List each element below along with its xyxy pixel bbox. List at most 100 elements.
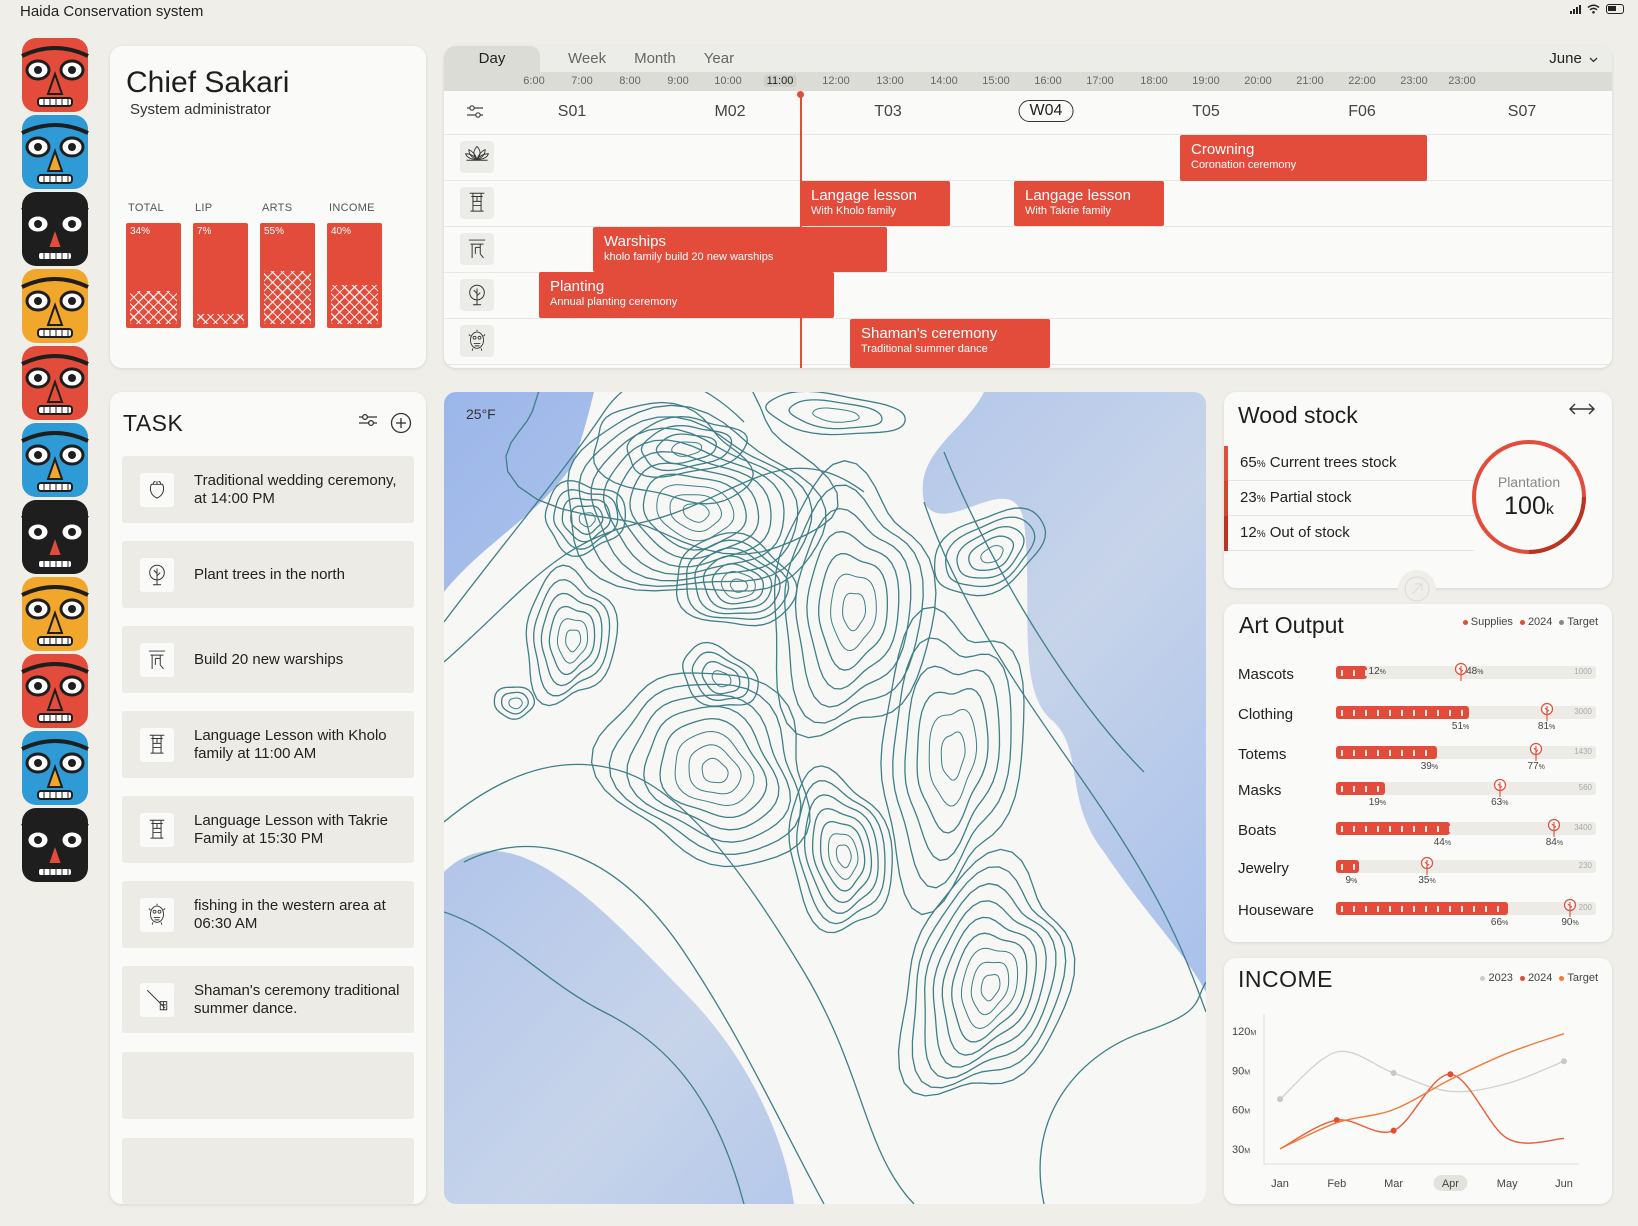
stat-label: TOTAL bbox=[128, 202, 164, 214]
x-tick-apr[interactable]: Apr bbox=[1442, 1178, 1459, 1190]
task-item[interactable]: Shaman's ceremony traditional summer dan… bbox=[122, 966, 414, 1033]
hour-tick: 17:00 bbox=[1086, 75, 1114, 87]
arrow-up-right-icon[interactable] bbox=[1396, 568, 1438, 610]
task-icon-box bbox=[140, 643, 174, 677]
day-f06[interactable]: F06 bbox=[1348, 103, 1376, 120]
hour-tick: 13:00 bbox=[876, 75, 904, 87]
day-t03[interactable]: T03 bbox=[874, 103, 902, 120]
art-current-pct: 19% bbox=[1368, 797, 1387, 808]
art-track: 3000 51% 81% bbox=[1336, 702, 1596, 732]
lane-icon-box bbox=[460, 279, 494, 311]
target-marker-icon bbox=[1420, 856, 1434, 875]
art-current-bar bbox=[1336, 902, 1508, 915]
x-tick-jun[interactable]: Jun bbox=[1555, 1178, 1573, 1190]
staff-icon bbox=[146, 989, 168, 1011]
day-m02[interactable]: M02 bbox=[714, 103, 746, 120]
art-current-pct: 12% bbox=[1368, 666, 1386, 677]
data-point[interactable] bbox=[1447, 1071, 1454, 1078]
lane-icon-box bbox=[460, 325, 494, 357]
task-item[interactable]: Language Lesson with Kholo family at 11:… bbox=[122, 711, 414, 778]
legend-target: Target bbox=[1559, 616, 1598, 628]
event-title: Langage lesson bbox=[811, 187, 917, 204]
torii-icon bbox=[149, 734, 165, 754]
event-subtitle: With Takrie family bbox=[1025, 205, 1111, 217]
hour-tick: 6:00 bbox=[523, 75, 545, 87]
hour-tick: 20:00 bbox=[1244, 75, 1272, 87]
data-point[interactable] bbox=[1561, 1058, 1567, 1065]
stat-value: 40% bbox=[331, 226, 352, 237]
expand-horizontal-icon[interactable] bbox=[1568, 402, 1596, 416]
hour-tick: 8:00 bbox=[619, 75, 641, 87]
art-label: Totems bbox=[1238, 746, 1287, 763]
x-tick-may[interactable]: May bbox=[1497, 1178, 1518, 1190]
stock-indicator bbox=[1224, 446, 1228, 481]
task-item[interactable]: Plant trees in the north bbox=[122, 541, 414, 608]
event-warships[interactable]: Warships kholo family build 20 new warshi… bbox=[593, 227, 887, 272]
x-tick-feb[interactable]: Feb bbox=[1327, 1178, 1346, 1190]
y-tick-label: 120M bbox=[1232, 1026, 1256, 1038]
hour-tick: 11:00 bbox=[763, 75, 797, 87]
lane-icon-box bbox=[460, 233, 494, 265]
art-label: Masks bbox=[1238, 782, 1282, 799]
tab-month[interactable]: Month bbox=[634, 50, 676, 67]
empty-task-slot[interactable] bbox=[122, 1138, 414, 1204]
event-planting[interactable]: Planting Annual planting ceremony bbox=[539, 272, 834, 318]
hour-tick: 12:00 bbox=[822, 75, 850, 87]
wifi-icon bbox=[1587, 4, 1600, 14]
y-tick-label: 60M bbox=[1232, 1105, 1250, 1117]
event-crowning[interactable]: Crowning Coronation ceremony bbox=[1180, 135, 1427, 181]
add-task-icon[interactable] bbox=[390, 412, 412, 434]
art-max: 560 bbox=[1578, 783, 1592, 792]
stat-bar: 34% bbox=[126, 223, 181, 328]
filter-icon[interactable] bbox=[466, 105, 484, 119]
day-t05[interactable]: T05 bbox=[1192, 103, 1220, 120]
tab-week[interactable]: Week bbox=[568, 50, 607, 67]
event-langage-lesson[interactable]: Langage lesson With Kholo family bbox=[800, 181, 950, 226]
day-row: S01 M02 T03 W04 T05 F06 S07 bbox=[444, 91, 1612, 135]
day-s07[interactable]: S07 bbox=[1507, 103, 1537, 120]
task-item[interactable]: Traditional wedding ceremony, at 14:00 P… bbox=[122, 456, 414, 523]
month-dropdown[interactable]: June bbox=[1549, 50, 1598, 67]
stat-arts: ARTS 55% bbox=[260, 202, 316, 374]
art-max: 1430 bbox=[1574, 747, 1592, 756]
day-s01[interactable]: S01 bbox=[557, 103, 587, 120]
chevron-down-icon bbox=[1589, 57, 1598, 63]
event-shaman-s-ceremony[interactable]: Shaman's ceremony Traditional summer danc… bbox=[850, 319, 1050, 368]
stat-fill bbox=[331, 285, 378, 324]
filter-icon[interactable] bbox=[358, 412, 378, 428]
event-subtitle: Coronation ceremony bbox=[1191, 159, 1297, 171]
task-text: Build 20 new warships bbox=[194, 650, 344, 668]
tab-year[interactable]: Year bbox=[703, 50, 735, 67]
task-item[interactable]: Language Lesson with Takrie Family at 15… bbox=[122, 796, 414, 863]
x-tick-highlight bbox=[1433, 1175, 1468, 1191]
art-row-boats: Boats 3400 44% 84% bbox=[1224, 812, 1612, 852]
x-tick-jan[interactable]: Jan bbox=[1271, 1178, 1289, 1190]
status-bar: Haida Conservation system bbox=[0, 0, 1638, 24]
topographic-map[interactable]: 25°F bbox=[444, 392, 1206, 1204]
schedule-timeline: Day Week Month Year June 6:00 7:00 8:00 9:0… bbox=[444, 46, 1612, 368]
stat-value: 55% bbox=[264, 226, 285, 237]
target-marker-icon bbox=[1530, 742, 1543, 761]
task-item[interactable]: Build 20 new warships bbox=[122, 626, 414, 693]
event-langage-lesson[interactable]: Langage lesson With Takrie family bbox=[1014, 181, 1164, 226]
art-current-pct: 51% bbox=[1451, 721, 1470, 732]
tab-day[interactable]: Day bbox=[444, 46, 540, 72]
x-tick-mar[interactable]: Mar bbox=[1384, 1178, 1403, 1190]
art-label: Boats bbox=[1238, 822, 1277, 839]
target-marker-icon bbox=[1563, 898, 1577, 917]
event-subtitle: Annual planting ceremony bbox=[550, 296, 678, 308]
signal-icon bbox=[1570, 4, 1581, 14]
data-point[interactable] bbox=[1390, 1127, 1397, 1134]
day-w04[interactable]: W04 bbox=[1018, 100, 1074, 122]
stock-text: 65% Current trees stock bbox=[1240, 454, 1397, 471]
y-tick-unit: M bbox=[1250, 1030, 1256, 1037]
art-max: 3000 bbox=[1574, 707, 1592, 716]
empty-task-slot[interactable] bbox=[122, 1052, 414, 1119]
stat-fill bbox=[264, 271, 311, 324]
task-item[interactable]: fishing in the western area at 06:30 AM bbox=[122, 881, 414, 948]
income-line-chart: 120M 90M 60M 30M Jan Feb Mar Apr May Jun bbox=[1232, 1014, 1579, 1191]
hour-tick: 16:00 bbox=[1034, 75, 1062, 87]
stat-bar: 40% bbox=[327, 223, 382, 328]
data-point[interactable] bbox=[1277, 1096, 1283, 1103]
data-point[interactable] bbox=[1390, 1069, 1397, 1076]
